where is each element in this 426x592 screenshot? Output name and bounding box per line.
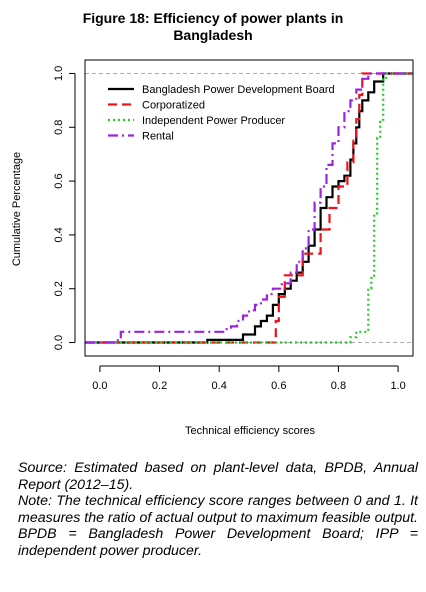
explanatory-note: Note: The technical efficiency score ran… [18,493,418,559]
x-tick-label-1: 0.2 [152,380,167,392]
x-tick-label-5: 1.0 [390,380,405,392]
figure-title-line1: Figure 18: Efficiency of power plants in [82,10,344,26]
series-line-2 [85,72,413,344]
figure-title-line2: Bangladesh [173,27,253,43]
plot-frame [84,59,414,357]
y-axis-label: Cumulative Percentage [11,152,23,266]
y-axis: 0.0 0.2 0.4 0.6 0.8 1.0 [53,66,76,350]
series-line-3 [85,72,413,344]
x-axis: 0.0 0.2 0.4 0.6 0.8 1.0 [92,365,406,392]
x-tick-label-3: 0.6 [271,380,286,392]
legend-label-3: Rental [142,131,174,143]
source-note: Source: Estimated based on plant-level d… [18,460,418,493]
x-tick-label-2: 0.4 [212,380,227,392]
y-tick-label-1: 0.2 [53,281,65,296]
y-tick-label-5: 1.0 [53,66,65,81]
series-line-1 [85,72,413,344]
legend-label-1: Corporatized [142,100,205,112]
x-tick-label-0: 0.0 [92,380,107,392]
y-tick-label-0: 0.0 [53,335,65,350]
reference-lines [85,72,413,344]
series-line-0 [85,72,413,344]
figure-title: Figure 18: Efficiency of power plants in… [0,10,426,44]
y-tick-label-3: 0.6 [53,173,65,188]
series-layer [85,72,413,344]
x-axis-label: Technical efficiency scores [185,425,316,437]
x-tick-label-4: 0.8 [331,380,346,392]
legend-label-2: Independent Power Producer [142,115,285,127]
figure-notes: Source: Estimated based on plant-level d… [18,460,418,559]
y-tick-label-2: 0.4 [53,227,65,242]
cdf-chart: 0.0 0.2 0.4 0.6 0.8 1.0 0.0 0.2 0.4 0.6 0.8 1.0 Te… [11,59,414,437]
legend: Bangladesh Power Development Board Corpor… [108,84,335,143]
legend-label-0: Bangladesh Power Development Board [142,84,335,96]
y-tick-label-4: 0.8 [53,120,65,135]
